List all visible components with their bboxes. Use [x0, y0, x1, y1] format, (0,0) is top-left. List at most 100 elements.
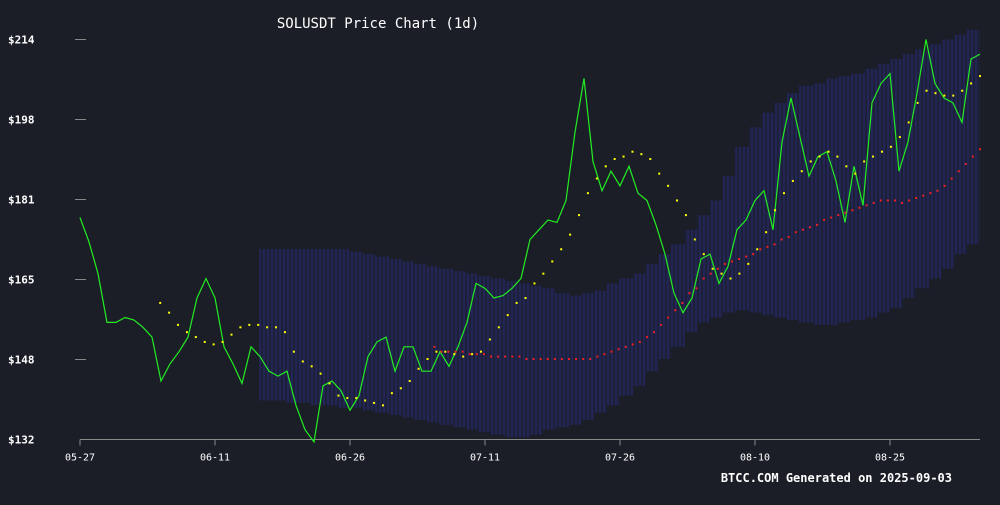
- short-ma-point: [854, 172, 857, 175]
- short-ma-point: [560, 248, 563, 251]
- short-ma-point: [453, 353, 456, 356]
- band-segment: [902, 54, 916, 299]
- long-ma-point: [674, 309, 677, 312]
- short-ma-point: [934, 92, 937, 95]
- short-ma-point: [676, 199, 679, 202]
- long-ma-point: [532, 358, 535, 361]
- long-ma-point: [610, 350, 613, 353]
- long-ma-point: [929, 192, 932, 195]
- axes: $132 $148 $165 $181 $198 $214 05-27 06-11 06-26 0…: [8, 34, 980, 464]
- long-ma-point: [716, 267, 719, 270]
- short-ma-point: [729, 277, 732, 280]
- short-ma-point: [889, 145, 892, 148]
- long-ma-point: [709, 272, 712, 275]
- short-ma-point: [221, 340, 224, 343]
- short-ma-point: [765, 231, 768, 234]
- long-ma-point: [766, 245, 769, 248]
- price-line: [79, 39, 981, 444]
- long-ma-point: [759, 248, 762, 251]
- short-ma-point: [952, 94, 955, 97]
- short-ma-point: [159, 301, 162, 304]
- short-ma-point: [515, 301, 518, 304]
- short-ma-point: [613, 158, 616, 161]
- long-ma-point: [851, 209, 854, 212]
- long-ma-point: [695, 287, 698, 290]
- short-ma-point: [898, 136, 901, 139]
- band-segment: [671, 244, 685, 347]
- short-ma-point: [248, 323, 251, 326]
- band-segment: [362, 254, 376, 411]
- long-ma-point: [518, 355, 521, 358]
- short-ma-point: [364, 399, 367, 402]
- y-tick-label: $198: [8, 114, 35, 127]
- short-ma-point: [827, 150, 830, 153]
- long-ma-point: [837, 214, 840, 217]
- x-tick-label: 06-26: [335, 453, 365, 464]
- long-ma-point: [908, 199, 911, 202]
- long-ma-point: [468, 353, 471, 356]
- band-segment: [504, 280, 518, 438]
- short-ma-point: [239, 326, 242, 329]
- short-ma-point: [586, 192, 589, 195]
- long-ma-point: [915, 197, 918, 200]
- short-ma-point: [836, 155, 839, 158]
- long-ma-point: [631, 343, 634, 346]
- long-ma-point: [730, 260, 733, 263]
- long-ma-point: [433, 345, 436, 348]
- long-ma-point: [808, 226, 811, 229]
- long-ma-point: [893, 199, 896, 202]
- long-ma-point: [539, 358, 542, 361]
- long-ma-point: [575, 358, 578, 361]
- long-ma-point: [497, 355, 500, 358]
- short-ma-point: [845, 165, 848, 168]
- short-ma-point: [595, 177, 598, 180]
- short-ma-point: [569, 233, 572, 236]
- series-1: [159, 75, 981, 407]
- short-ma-point: [916, 101, 919, 104]
- long-ma-point: [723, 262, 726, 265]
- short-ma-point: [292, 350, 295, 353]
- band-segment: [864, 68, 878, 318]
- short-ma-point: [693, 238, 696, 241]
- band-segment: [748, 127, 762, 313]
- short-ma-point: [809, 160, 812, 163]
- band-segment: [620, 278, 633, 396]
- short-ma-point: [319, 372, 322, 375]
- band-segment: [260, 249, 273, 401]
- long-ma-point: [957, 170, 960, 173]
- short-ma-point: [622, 155, 625, 158]
- series-0: [79, 39, 981, 444]
- short-ma-point: [979, 75, 981, 78]
- short-ma-point: [747, 262, 750, 265]
- short-ma-point: [408, 379, 411, 382]
- short-ma-point: [444, 350, 447, 353]
- long-ma-point: [447, 350, 450, 353]
- x-tick-label: 08-10: [740, 453, 770, 464]
- long-ma-point: [504, 355, 507, 358]
- x-tick-label: 07-11: [470, 453, 500, 464]
- long-ma-point: [645, 336, 648, 339]
- long-ma-point: [596, 355, 599, 358]
- long-ma-point: [979, 148, 981, 151]
- long-ma-point: [816, 223, 819, 226]
- long-ma-point: [886, 199, 889, 202]
- series-layer: [79, 39, 981, 444]
- long-ma-point: [780, 238, 783, 241]
- short-ma-point: [800, 170, 803, 173]
- band-segment: [735, 146, 749, 311]
- long-ma-point: [844, 211, 847, 214]
- short-ma-point: [257, 323, 260, 326]
- short-ma-point: [684, 214, 687, 217]
- long-ma-point: [879, 199, 882, 202]
- band-segment: [311, 249, 325, 406]
- long-ma-point: [964, 162, 967, 165]
- x-tick-label: 05-27: [65, 453, 95, 464]
- long-ma-point: [490, 355, 493, 358]
- band-segment: [787, 93, 800, 320]
- short-ma-point: [907, 121, 910, 124]
- short-ma-point: [720, 272, 723, 275]
- short-ma-point: [328, 382, 331, 385]
- band-segment: [568, 295, 582, 425]
- band-segment: [440, 268, 453, 425]
- band-segment: [800, 85, 813, 323]
